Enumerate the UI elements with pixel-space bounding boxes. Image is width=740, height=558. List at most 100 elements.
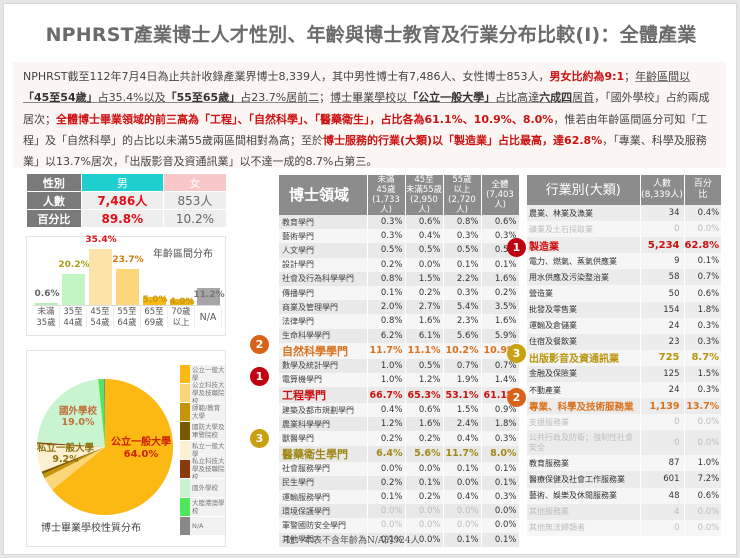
field-name: 醫藥衛生學門 (279, 445, 368, 462)
field-value: 0.4% (405, 229, 444, 244)
field-row: 設計學門 0.2% 0.0% 0.1% 0.1% (279, 257, 520, 272)
field-value: 0.4% (443, 490, 482, 505)
summary-highlight: 博士服務的行業(大類)以「製造業」占比最高，達62.8% (323, 133, 603, 147)
industry-name: 其他服務業 (527, 503, 641, 520)
age-bar: 11.2% (193, 288, 225, 305)
industry-pct: 0.6% (684, 487, 723, 504)
industry-name: 批發及零售業 (527, 301, 641, 318)
field-name: 其他學門 (279, 532, 368, 547)
field-value: 0.3% (367, 215, 406, 230)
industry-pct: 0.0% (684, 414, 723, 431)
industry-name: 礦業及土石採取業 (527, 221, 641, 238)
industry-pct: 0.0% (684, 221, 723, 238)
industry-pct: 1.0% (684, 455, 723, 472)
field-value: 0.8% (443, 215, 482, 230)
industry-pct: 1.8% (684, 301, 723, 318)
legend-item: 國外學校 (180, 479, 225, 497)
rank-badge-2: 2 (250, 335, 269, 354)
bar-value: 20.2% (58, 260, 90, 270)
industry-row: 批發及零售業 154 1.8% (527, 301, 723, 318)
legend-item: 私立一般大學 (180, 441, 225, 459)
summary-span: 六成四 (539, 91, 573, 105)
industry-row: 支援服務業 0 0.0% (527, 414, 723, 431)
pie-label-foreign: 國外學校 19.0% (59, 406, 98, 428)
industry-header-count: 人數 (8,339人) (640, 175, 685, 205)
male-count: 7,486人 (81, 192, 163, 209)
industry-count: 48 (640, 487, 685, 504)
legend-item: 公立科技大學及技職院校 (180, 381, 225, 405)
age-bar: 23.7% (112, 255, 144, 305)
summary-span: 「公立一般大學」 (407, 91, 496, 105)
field-row: 農業科學學門 1.2% 1.6% 2.4% 1.8% (279, 417, 520, 432)
field-value: 1.9% (443, 372, 482, 388)
age-tick: 55至 64歲 (114, 307, 141, 329)
industry-header-pct: 百分比 (684, 175, 723, 205)
field-value: 0.0% (443, 504, 482, 519)
industry-count: 5,234 (640, 237, 685, 254)
field-value: 1.8% (481, 417, 520, 432)
female-pct: 10.2% (163, 210, 226, 227)
field-value: 1.6% (405, 417, 444, 432)
field-value: 0.0% (443, 518, 482, 533)
field-value: 5.4% (443, 300, 482, 315)
industry-name: 金融及保險業 (527, 365, 641, 383)
field-value: 6.2% (367, 328, 406, 343)
field-name: 軍警國防安全學門 (279, 518, 368, 533)
field-value: 1.4% (481, 372, 520, 388)
industry-name: 住宿及餐飲業 (527, 333, 641, 350)
age-tick: 45至 54歲 (87, 307, 114, 329)
field-name: 生命科學學門 (279, 328, 368, 343)
field-row: 傳播學門 0.1% 0.2% 0.3% 0.2% (279, 285, 520, 301)
field-row: 醫藥衛生學門 6.4% 5.6% 11.7% 8.0% (279, 445, 520, 462)
legend-item: N/A (180, 517, 225, 535)
field-table-note: 註：本表不含年齡為N/A的924人 (286, 536, 420, 546)
legend-item: 私立科技大學及技職院校 (180, 457, 225, 481)
age-bar: 0.6% (35, 289, 59, 305)
field-value: 0.3% (367, 229, 406, 244)
field-value: 0.0% (443, 475, 482, 490)
industry-row: 其他無法歸類者 0 0.0% (527, 519, 723, 536)
industry-pct: 0.1% (684, 253, 723, 270)
field-value: 10.2% (443, 342, 482, 359)
rank-badge-1: 1 (250, 367, 269, 386)
gender-row-label: 百分比 (27, 210, 81, 227)
industry-pct: 0.0% (684, 430, 723, 456)
field-value: 0.1% (367, 532, 406, 547)
industry-name: 支援服務業 (527, 414, 641, 431)
field-value: 5.9% (481, 328, 520, 343)
industry-name: 專業、科學及技術服務業 (527, 398, 641, 415)
industry-count: 725 (640, 349, 685, 366)
summary-span: 占35.4%以及 (97, 91, 166, 105)
field-value: 11.7% (443, 445, 482, 462)
field-value: 0.5% (405, 243, 444, 258)
bar-value: 11.2% (193, 290, 225, 300)
summary-span: ； (624, 70, 636, 83)
age-bar: 4.0% (170, 297, 195, 307)
field-name: 工程學門 (279, 387, 368, 404)
industry-row: 不動產業 24 0.3% (527, 382, 723, 399)
industry-name: 運輸及倉儲業 (527, 317, 641, 334)
summary-highlight: 男女比約為9:1 (549, 70, 625, 83)
gender-header-female: 女 (163, 174, 226, 191)
field-row: 工程學門 66.7% 65.3% 53.1% 61.1% (279, 387, 520, 404)
field-value: 0.0% (367, 461, 406, 476)
field-value: 0.3% (443, 285, 482, 301)
field-value: 0.7% (481, 358, 520, 373)
summary-span: 年齡區間以 (635, 70, 691, 83)
industry-row: 金融及保險業 125 1.5% (527, 365, 723, 383)
industry-name: 藝術、娛樂及休閒服務業 (527, 487, 641, 504)
field-value: 0.1% (443, 461, 482, 476)
industry-name: 醫療保健及社會工作服務業 (527, 471, 641, 488)
industry-name: 農業、林業及漁業 (527, 205, 641, 222)
field-value: 0.1% (367, 490, 406, 505)
field-name: 電算機學門 (279, 372, 368, 388)
field-value: 0.2% (367, 475, 406, 490)
field-row: 軍警國防安全學門 0.0% 0.0% 0.0% 0.0% (279, 518, 520, 533)
field-row: 民生學門 0.2% 0.1% 0.0% 0.1% (279, 475, 520, 490)
pie-label-private: 私立一般大學 9.2% (37, 443, 95, 465)
bar-value: 5.0% (142, 295, 168, 305)
field-value: 0.2% (481, 285, 520, 301)
field-value: 11.7% (367, 342, 406, 359)
bar-value: 23.7% (112, 255, 144, 265)
industry-pct: 62.8% (684, 237, 723, 254)
